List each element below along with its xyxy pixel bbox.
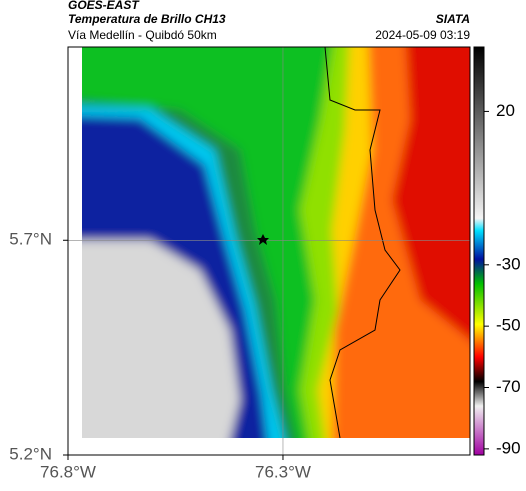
x-tick-label: 76.8°W (40, 462, 96, 481)
satellite-field (82, 47, 470, 438)
y-tick-label: 5.2°N (9, 444, 52, 463)
x-tick-label: 76.3°W (255, 462, 311, 481)
colorbar-tick-label: -50 (496, 316, 521, 335)
y-tick-label: 5.7°N (9, 230, 52, 249)
colorbar-tick-label: -70 (496, 377, 521, 396)
colorbar-tick-label: -90 (496, 438, 521, 457)
route: Vía Medellín - Quibdó 50km (68, 28, 217, 42)
map-frame (67, 46, 471, 456)
border (324, 47, 401, 438)
subtitle: Temperatura de Brillo CH13 (68, 12, 226, 26)
ticks: 76.8°W 76.3°W 5.2°N 5.7°N 20 -30 -50 -70 -90 (9, 101, 520, 482)
title: GOES-EAST (68, 0, 140, 12)
location-marker (257, 234, 269, 245)
timestamp: 2024-05-09 03:19 (375, 28, 470, 42)
colorbar (473, 46, 485, 456)
colorbar-tick-label: -30 (496, 254, 521, 273)
source: SIATA (436, 12, 470, 26)
colorbar-tick-label: 20 (496, 101, 515, 120)
